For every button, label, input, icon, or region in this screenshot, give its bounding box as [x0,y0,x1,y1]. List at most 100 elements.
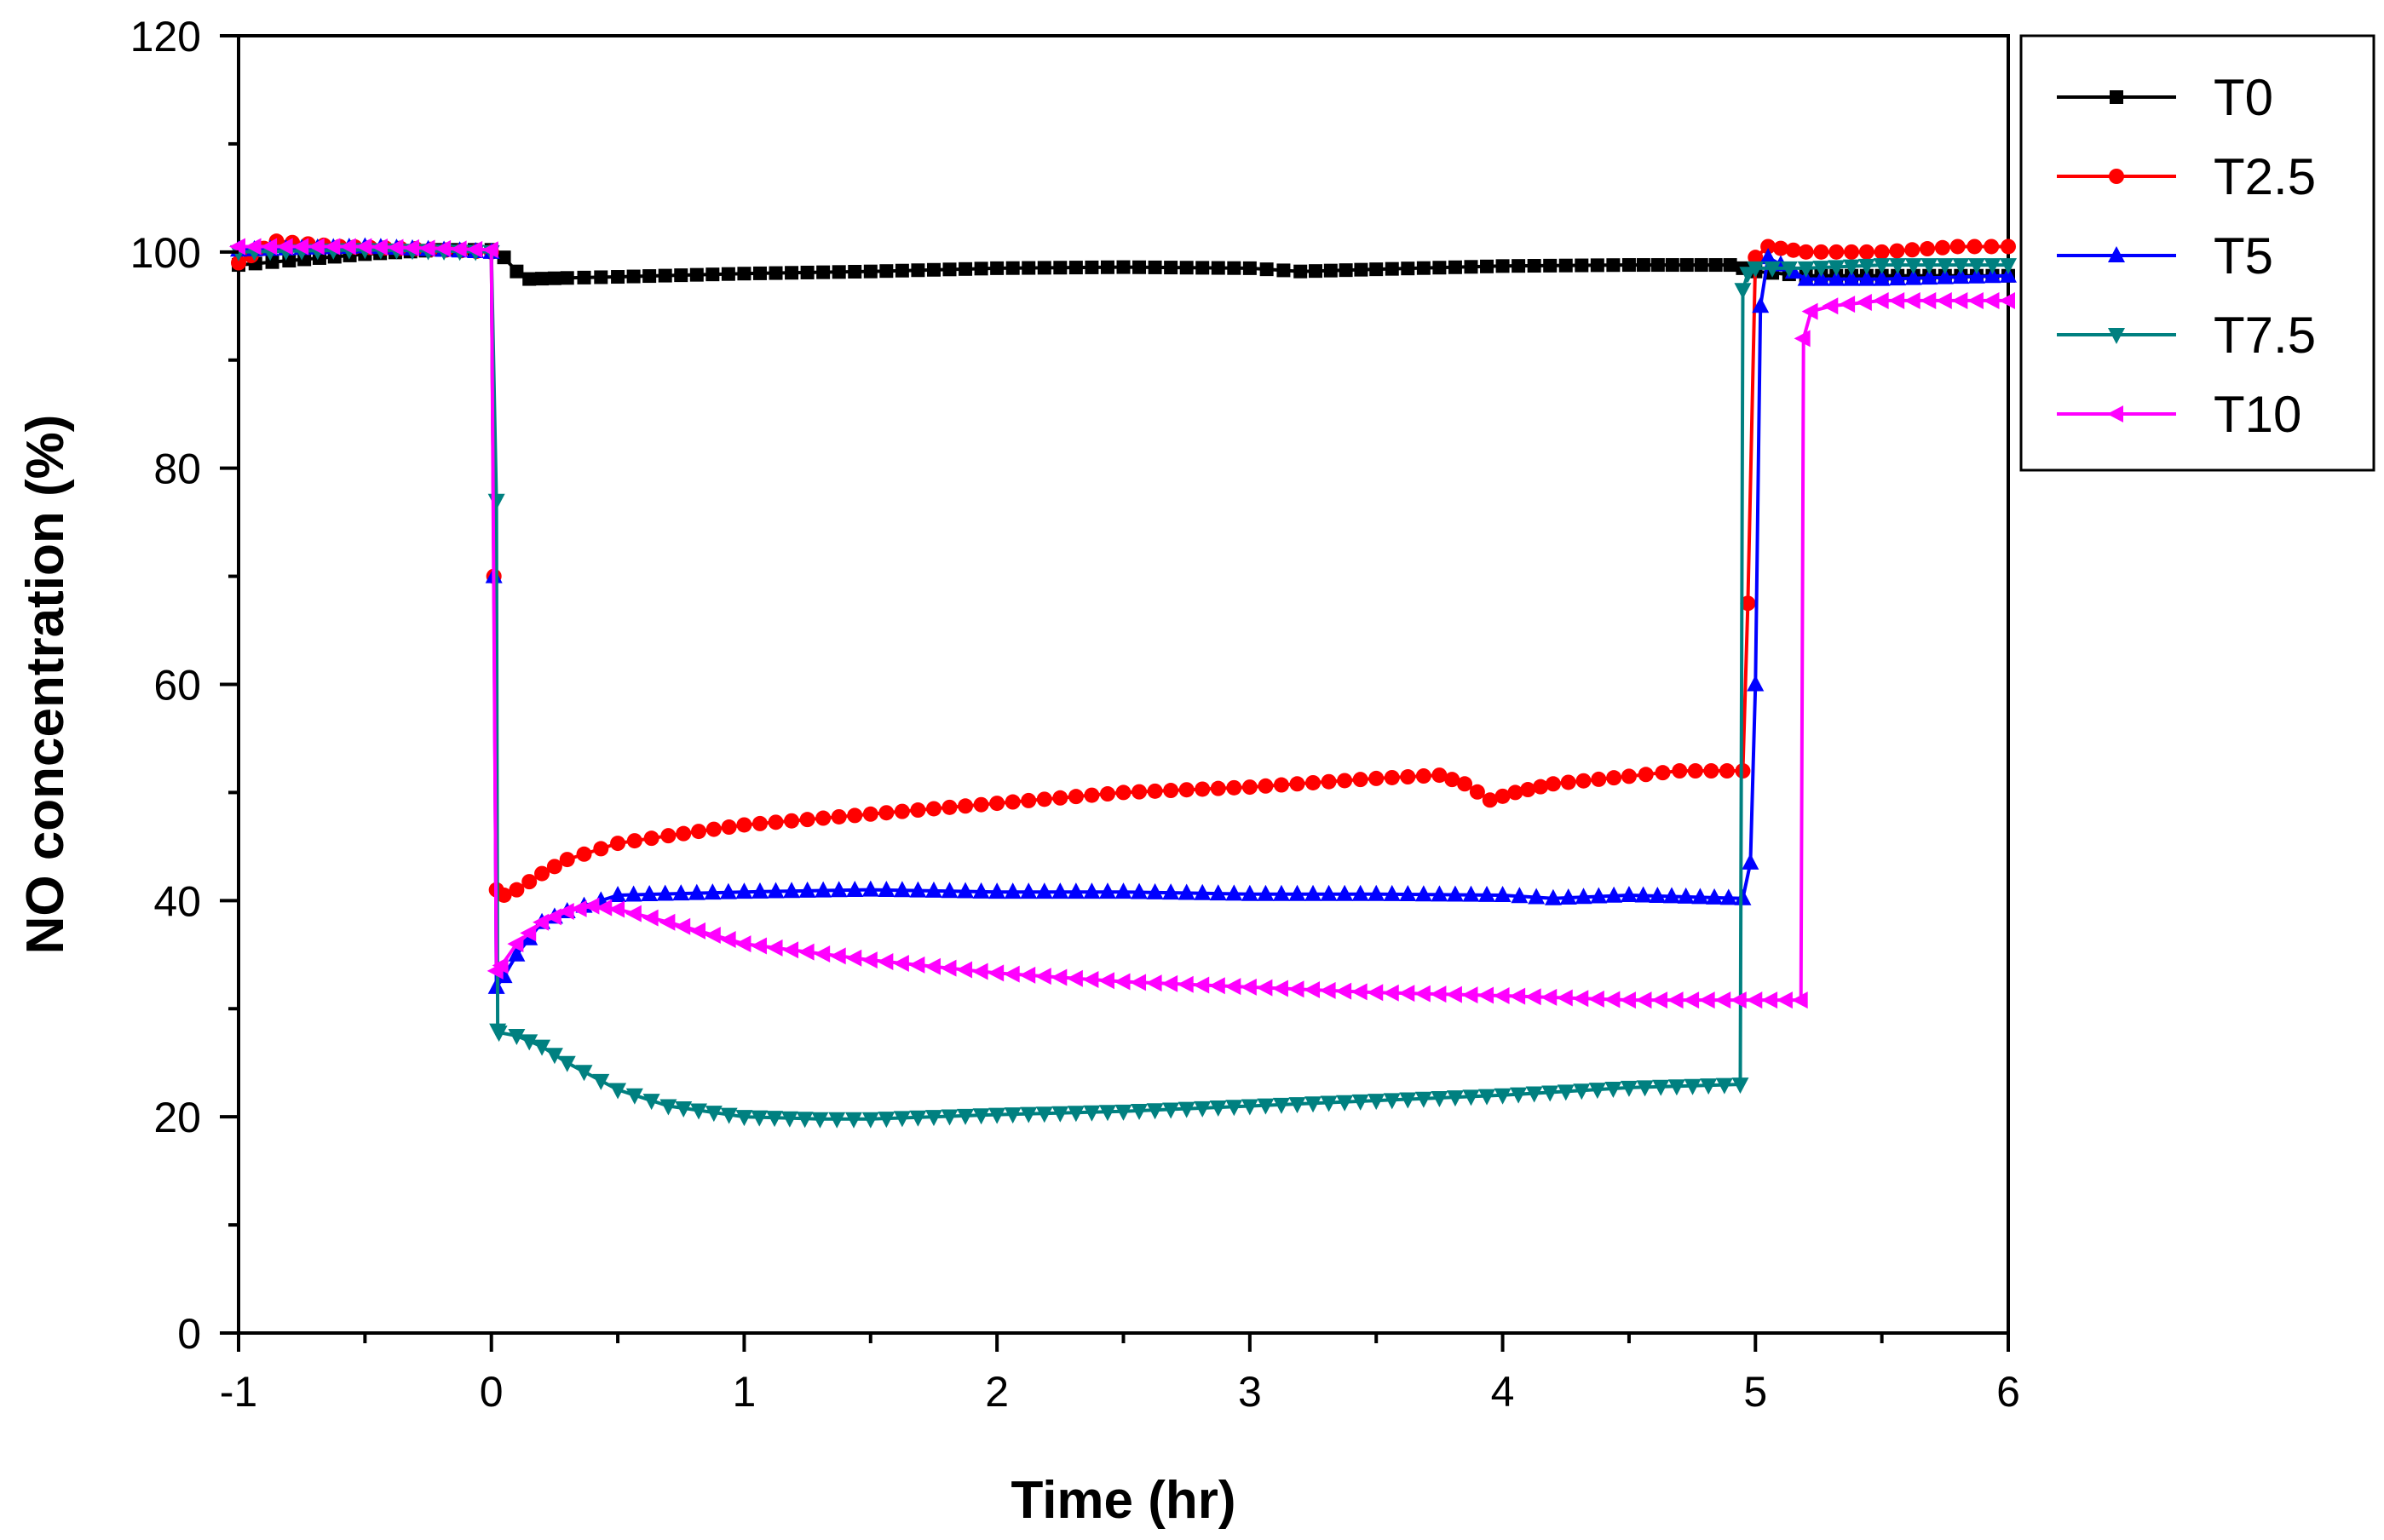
data-point [1691,888,1709,905]
data-point [1785,242,1801,258]
data-point [1178,782,1195,798]
data-point [958,798,974,814]
data-point [642,269,657,284]
data-point [1511,887,1529,904]
data-point [508,945,526,962]
legend-item: T2.5 [2057,148,2316,205]
data-point [245,238,262,256]
data-point [799,812,815,828]
data-point [1573,1083,1591,1100]
data-point [608,900,625,918]
data-point [1289,776,1305,792]
data-point [1541,1085,1559,1102]
data-point [418,239,435,257]
data-point [1952,258,1970,275]
data-point [1114,1104,1132,1121]
data-point [1949,238,1966,255]
data-point [672,884,690,901]
data-point [828,1112,846,1129]
data-point [522,272,537,286]
data-point [1351,884,1369,901]
data-point [1147,783,1163,799]
data-point [507,935,524,953]
data-point [625,885,642,902]
data-point [1194,883,1212,900]
data-point [1873,269,1891,286]
data-point [1512,259,1526,273]
data-point [1208,977,1225,995]
data-point [1242,261,1257,275]
data-point [1304,884,1322,901]
data-point [1369,262,1384,277]
data-point [658,268,672,283]
data-point [766,1111,784,1128]
data-point [780,1111,798,1128]
data-point [495,967,513,984]
data-point [545,1048,563,1065]
data-point [610,836,626,852]
data-point [784,813,800,829]
data-point [1462,1089,1480,1106]
data-point [387,238,404,256]
data-point [751,1110,769,1127]
data-point [705,267,720,282]
data-point [1414,885,1432,902]
data-point [1398,985,1415,1003]
data-point [1999,291,2015,309]
data-point [689,922,706,940]
data-point [1225,1100,1243,1117]
data-point [845,949,862,967]
data-point [1889,269,1907,286]
data-point [831,808,847,825]
data-point [1620,885,1638,902]
series-line [238,248,2008,1121]
data-point [626,833,642,849]
data-point [583,897,600,915]
data-point [560,271,574,285]
data-point [1828,244,1845,260]
series-T7.5 [230,243,2017,1129]
data-point [1163,783,1179,799]
data-point [752,266,767,280]
data-point [1211,261,1225,275]
data-point [1350,983,1368,1001]
data-point [1772,240,1788,256]
data-point [1493,987,1510,1005]
data-point [750,937,767,955]
data-point [1225,884,1243,901]
data-point [990,261,1005,275]
y-tick-label: 40 [153,877,201,925]
data-point [1904,268,1922,285]
data-point [1635,991,1652,1009]
data-point [924,1110,942,1127]
data-point [1780,261,1798,278]
data-point [895,263,909,278]
data-point [942,799,958,815]
data-point [1005,794,1021,810]
data-point [261,238,278,256]
data-point [1672,763,1688,779]
data-point [1858,244,1874,260]
data-point [626,269,641,284]
data-point [1399,1092,1417,1109]
data-point [577,270,591,284]
data-point [1368,1094,1385,1111]
data-point [1100,260,1114,274]
data-point [735,1110,753,1127]
data-point [1256,979,1273,997]
data-point [1335,982,1352,1000]
data-point [878,805,895,821]
data-point [1304,1096,1322,1113]
data-point [845,1112,863,1129]
data-point [1227,261,1241,275]
data-point [292,238,309,256]
data-point [924,957,941,975]
data-point [1731,1077,1749,1095]
data-point [1844,244,1860,260]
data-point [956,961,973,979]
data-point [1855,294,1872,312]
data-point [1798,244,1814,260]
data-point [1509,987,1526,1005]
data-point [1146,882,1164,899]
data-point [1446,885,1464,902]
